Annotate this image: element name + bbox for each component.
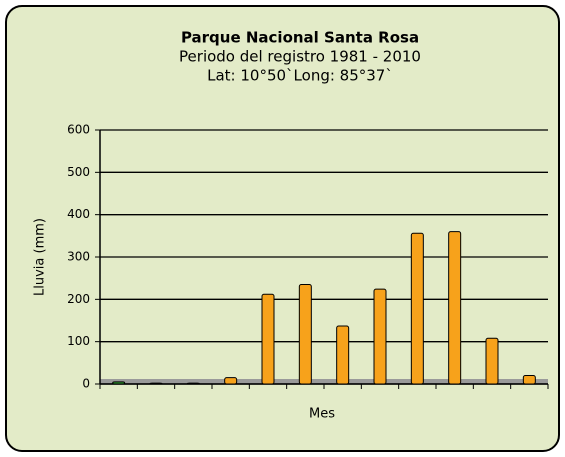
y-tick-label: 100 bbox=[67, 334, 90, 348]
x-axis-label: Mes bbox=[309, 407, 335, 422]
y-tick-label: 300 bbox=[67, 250, 90, 264]
bar bbox=[112, 381, 126, 385]
bar bbox=[261, 293, 275, 385]
chart-annotation: Lat: 10°50`Long: 85°37` bbox=[207, 67, 393, 85]
bar bbox=[336, 325, 350, 385]
bar bbox=[149, 382, 163, 385]
y-tick-label: 200 bbox=[67, 292, 90, 306]
bar bbox=[373, 288, 387, 385]
y-tick-label: 600 bbox=[67, 123, 90, 137]
bar bbox=[448, 231, 462, 385]
bar bbox=[224, 377, 238, 385]
y-tick-label: 400 bbox=[67, 207, 90, 221]
bar bbox=[186, 382, 200, 385]
bar bbox=[485, 337, 499, 385]
y-tick-label: 0 bbox=[82, 377, 90, 391]
y-tick-label: 500 bbox=[67, 165, 90, 179]
bar bbox=[298, 284, 312, 385]
bar bbox=[522, 375, 536, 385]
plot-floor bbox=[100, 379, 548, 384]
chart-title: Parque Nacional Santa Rosa bbox=[181, 29, 419, 47]
y-axis-label: Lluvia (mm) bbox=[33, 218, 48, 296]
bar bbox=[410, 232, 424, 385]
chart-subtitle: Periodo del registro 1981 - 2010 bbox=[179, 48, 421, 66]
